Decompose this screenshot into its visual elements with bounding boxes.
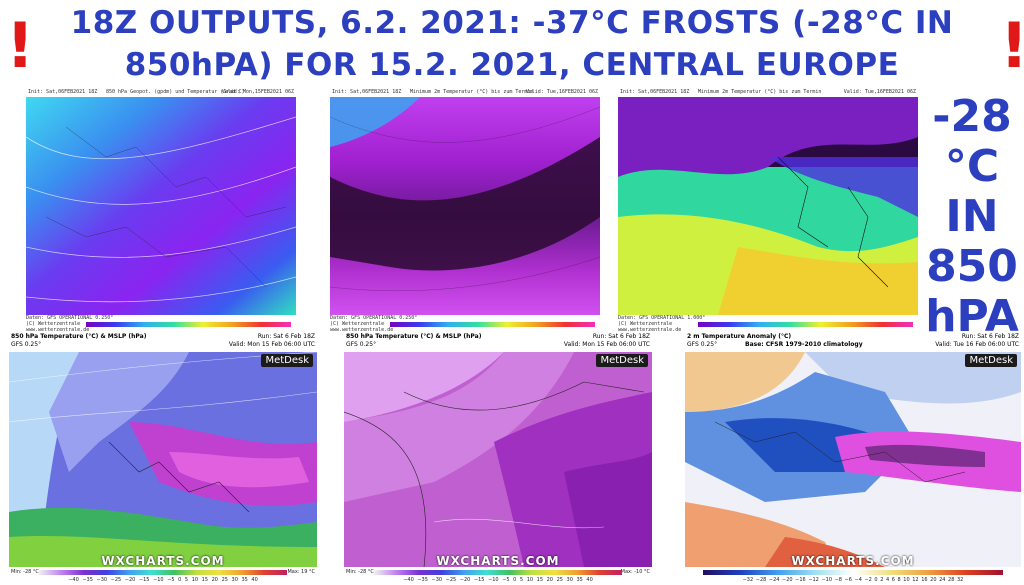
copyright: (C) Wetterzentrale [330, 321, 385, 327]
side-label-unit: °C [944, 141, 1000, 192]
color-scale [390, 322, 595, 327]
panel-footer: Daten: GFS OPERATIONAL 1.000° (C) Wetter… [618, 315, 918, 333]
temperature-850hpa-map [26, 97, 296, 315]
valid-label: Valid: Mon 15 Feb 06:00 UTC [563, 341, 650, 348]
copyright: (C) Wetterzentrale [618, 321, 673, 327]
color-scale [698, 322, 913, 327]
minimum-temperature-europe-map [618, 97, 918, 315]
minimum-temperature-map [330, 97, 600, 315]
valid-label: Valid: Mon,15FEB2021 06Z [221, 89, 294, 95]
max-label: Max: 19 °C [287, 569, 315, 575]
color-scale: −32 −28 −24 −20 −16 −12 −10 −8 −6 −4 −2 … [685, 567, 1021, 585]
top-map-2: Init: Sat,06FEB2021 18Z Minimum 2m Tempe… [330, 87, 600, 333]
init-label: Init: Sat,06FEB2021 18Z [28, 89, 98, 95]
panel-header: Init: Sat,06FEB2021 18Z 850 hPa Geopot. … [26, 87, 296, 97]
bottom-map-1: 850 hPa Temperature (°C) & MSLP (hPa) GF… [9, 332, 317, 585]
panel-header: 2 m Temperature Anomaly (°C) GFS 0.25° B… [685, 332, 1021, 352]
website: www.wetterzentrale.de [330, 327, 394, 333]
copyright: (C) Wetterzentrale [26, 321, 81, 327]
side-label-in: IN [945, 191, 999, 242]
init-label: Init: Sat,06FEB2021 18Z [620, 89, 690, 95]
chart-title: Minimum 2m Temperatur (°C) bis zum Termi… [698, 89, 822, 95]
valid-label: Valid: Tue 16 Feb 06:00 UTC [935, 341, 1019, 348]
panel-header: Init: Sat,06FEB2021 18Z Minimum 2m Tempe… [330, 87, 600, 97]
model-label: GFS 0.25° [11, 341, 42, 348]
exclamation-right: ! [1000, 14, 1024, 78]
bottom-map-3: 2 m Temperature Anomaly (°C) GFS 0.25° B… [685, 332, 1021, 585]
chart-title: 850 hPa Temperature (°C) & MSLP (hPa) [11, 333, 147, 340]
scale-bar [39, 570, 287, 575]
temperature-850hpa-zoom-map [344, 352, 652, 567]
top-map-1: Init: Sat,06FEB2021 18Z 850 hPa Geopot. … [26, 87, 296, 333]
climatology-label: Base: CFSR 1979-2010 climatology [745, 341, 863, 348]
side-label-value: -28 [932, 91, 1012, 142]
min-label: Min: -28 °C [346, 569, 374, 575]
headline-line-1: 18Z OUTPUTS, 6.2. 2021: -37°C FROSTS (-2… [70, 5, 954, 41]
panel-header: 850 hPa Temperature (°C) & MSLP (hPa) GF… [344, 332, 652, 352]
scale-ticks: −40 −35 −30 −25 −20 −15 −10 −5 0 5 10 15… [403, 577, 593, 583]
model-label: GFS 0.25° [346, 341, 377, 348]
headline: 18Z OUTPUTS, 6.2. 2021: -37°C FROSTS (-2… [40, 2, 984, 86]
metdesk-logo: MetDesk [596, 354, 648, 367]
metdesk-logo: MetDesk [965, 354, 1017, 367]
exclamation-left: ! [6, 9, 35, 82]
panel-footer: Daten: GFS OPERATIONAL 0.250° (C) Wetter… [330, 315, 600, 333]
wxcharts-logo: WXCHARTS.COM [791, 554, 915, 568]
color-scale: Min: -28 °C Max: 19 °C −40 −35 −30 −25 −… [9, 567, 317, 585]
color-scale: Min: -28 °C Max: -10 °C −40 −35 −30 −25 … [344, 567, 652, 585]
side-label-level: 850 [926, 241, 1018, 292]
min-label: Min: -28 °C [11, 569, 39, 575]
valid-label: Valid: Tue,16FEB2021 06Z [843, 89, 916, 95]
wxcharts-logo: WXCHARTS.COM [101, 554, 225, 568]
headline-line-2: 850hPA) FOR 15.2. 2021, CENTRAL EUROPE [124, 47, 900, 83]
top-map-3: Init: Sat,06FEB2021 18Z Minimum 2m Tempe… [618, 87, 918, 333]
temperature-850hpa-mslp-map [9, 352, 317, 567]
website: www.wetterzentrale.de [618, 327, 682, 333]
metdesk-logo: MetDesk [261, 354, 313, 367]
panel-header: Init: Sat,06FEB2021 18Z Minimum 2m Tempe… [618, 87, 918, 97]
valid-label: Valid: Tue,16FEB2021 06Z [525, 89, 598, 95]
chart-title: 850 hPa Geopot. (gpdm) und Temperatur (G… [106, 89, 245, 95]
chart-title: 2 m Temperature Anomaly (°C) [687, 333, 792, 340]
bottom-map-2: 850 hPa Temperature (°C) & MSLP (hPa) GF… [344, 332, 652, 585]
max-label: Max: -10 °C [620, 569, 650, 575]
data-source: Daten: GFS OPERATIONAL 0.250° [26, 315, 114, 321]
wxcharts-logo: WXCHARTS.COM [436, 554, 560, 568]
data-source: Daten: GFS OPERATIONAL 0.250° [330, 315, 418, 321]
side-label: -28 °C IN 850 hPA [922, 92, 1022, 342]
scale-bar [374, 570, 622, 575]
run-label: Run: Sat 6 Feb 18Z [961, 333, 1019, 340]
panel-footer: Daten: GFS OPERATIONAL 0.250° (C) Wetter… [26, 315, 296, 333]
scale-bar [703, 570, 1003, 575]
chart-title: 850 hPa Temperature (°C) & MSLP (hPa) [346, 333, 482, 340]
model-label: GFS 0.25° [687, 341, 718, 348]
valid-label: Valid: Mon 15 Feb 06:00 UTC [228, 341, 315, 348]
data-source: Daten: GFS OPERATIONAL 1.000° [618, 315, 706, 321]
chart-title: Minimum 2m Temperatur (°C) bis zum Termi… [410, 89, 534, 95]
scale-ticks: −32 −28 −24 −20 −16 −12 −10 −8 −6 −4 −2 … [742, 577, 964, 583]
run-label: Run: Sat 6 Feb 18Z [592, 333, 650, 340]
temperature-anomaly-map [685, 352, 1021, 567]
run-label: Run: Sat 6 Feb 18Z [257, 333, 315, 340]
website: www.wetterzentrale.de [26, 327, 90, 333]
init-label: Init: Sat,06FEB2021 18Z [332, 89, 402, 95]
scale-ticks: −40 −35 −30 −25 −20 −15 −10 −5 0 5 10 15… [68, 577, 258, 583]
color-scale [86, 322, 291, 327]
panel-header: 850 hPa Temperature (°C) & MSLP (hPa) GF… [9, 332, 317, 352]
